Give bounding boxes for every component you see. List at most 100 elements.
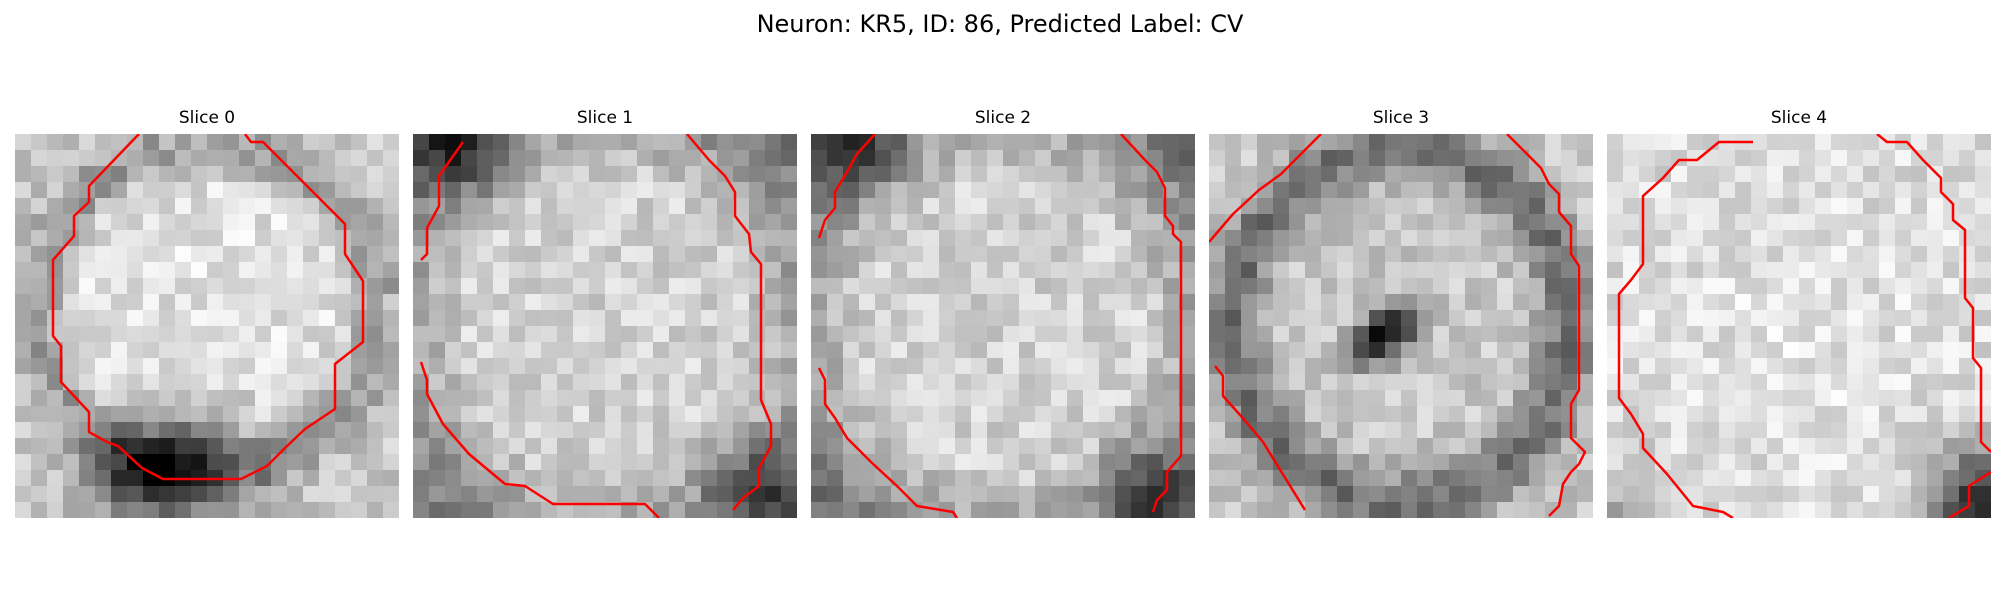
image-pixel: [907, 294, 924, 311]
image-pixel: [1417, 502, 1434, 518]
image-pixel: [653, 278, 670, 295]
image-pixel: [1847, 454, 1864, 471]
image-pixel: [1131, 246, 1148, 263]
image-pixel: [939, 262, 956, 279]
image-pixel: [429, 182, 446, 199]
image-pixel: [1067, 454, 1084, 471]
image-pixel: [493, 230, 510, 247]
image-pixel: [1751, 342, 1768, 359]
image-pixel: [875, 278, 892, 295]
image-pixel: [955, 278, 972, 295]
image-pixel: [1911, 134, 1928, 151]
image-pixel: [525, 198, 542, 215]
image-pixel: [1385, 278, 1402, 295]
image-pixel: [781, 262, 797, 279]
image-pixel: [955, 502, 972, 518]
image-pixel: [1241, 278, 1258, 295]
image-pixel: [271, 310, 288, 327]
image-pixel: [1465, 230, 1482, 247]
image-pixel: [461, 342, 478, 359]
image-pixel: [541, 246, 558, 263]
image-pixel: [383, 214, 399, 231]
image-pixel: [413, 262, 430, 279]
image-pixel: [685, 502, 702, 518]
image-pixel: [1273, 390, 1290, 407]
image-pixel: [1241, 182, 1258, 199]
image-pixel: [1623, 198, 1640, 215]
image-pixel: [1337, 358, 1354, 375]
image-pixel: [1975, 406, 1991, 423]
image-pixel: [159, 134, 176, 151]
image-pixel: [653, 198, 670, 215]
image-pixel: [685, 486, 702, 503]
image-pixel: [827, 246, 844, 263]
image-pixel: [1369, 406, 1386, 423]
image-pixel: [685, 454, 702, 471]
image-pixel: [971, 486, 988, 503]
image-pixel: [1321, 454, 1338, 471]
image-pixel: [15, 390, 32, 407]
image-pixel: [303, 230, 320, 247]
image-pixel: [1321, 230, 1338, 247]
image-pixel: [1131, 358, 1148, 375]
image-pixel: [637, 214, 654, 231]
image-pixel: [1815, 150, 1832, 167]
image-pixel: [891, 438, 908, 455]
image-pixel: [1703, 150, 1720, 167]
image-pixel: [1465, 278, 1482, 295]
image-pixel: [1703, 166, 1720, 183]
image-pixel: [1975, 438, 1991, 455]
image-pixel: [127, 358, 144, 375]
image-pixel: [939, 374, 956, 391]
image-pixel: [63, 470, 80, 487]
image-pixel: [1513, 342, 1530, 359]
image-pixel: [191, 486, 208, 503]
image-pixel: [1623, 134, 1640, 151]
image-pixel: [1305, 390, 1322, 407]
slice-panel-1: Slice 1: [413, 108, 797, 518]
image-pixel: [1703, 214, 1720, 231]
image-pixel: [1975, 134, 1991, 151]
image-pixel: [1799, 486, 1816, 503]
image-pixel: [175, 422, 192, 439]
image-pixel: [31, 214, 48, 231]
image-pixel: [621, 262, 638, 279]
image-pixel: [907, 326, 924, 343]
image-pixel: [191, 310, 208, 327]
image-pixel: [1655, 294, 1672, 311]
image-pixel: [319, 166, 336, 183]
image-pixel: [1975, 182, 1991, 199]
image-pixel: [1241, 438, 1258, 455]
image-pixel: [1545, 182, 1562, 199]
image-pixel: [351, 230, 368, 247]
image-pixel: [1815, 278, 1832, 295]
image-pixel: [303, 134, 320, 151]
image-pixel: [287, 342, 304, 359]
image-pixel: [1687, 278, 1704, 295]
image-pixel: [1943, 326, 1960, 343]
image-pixel: [1561, 422, 1578, 439]
image-pixel: [63, 502, 80, 518]
image-pixel: [287, 358, 304, 375]
image-pixel: [859, 470, 876, 487]
image-pixel: [1545, 438, 1562, 455]
image-pixel: [1321, 246, 1338, 263]
image-pixel: [1257, 230, 1274, 247]
image-pixel: [95, 134, 112, 151]
image-pixel: [1943, 390, 1960, 407]
image-pixel: [971, 310, 988, 327]
image-pixel: [685, 438, 702, 455]
image-pixel: [383, 294, 399, 311]
image-pixel: [653, 166, 670, 183]
image-pixel: [207, 374, 224, 391]
image-pixel: [1863, 294, 1880, 311]
image-pixel: [1481, 182, 1498, 199]
image-pixel: [1035, 262, 1052, 279]
image-pixel: [1975, 278, 1991, 295]
image-pixel: [987, 502, 1004, 518]
image-pixel: [669, 486, 686, 503]
image-pixel: [367, 438, 384, 455]
image-pixel: [525, 438, 542, 455]
image-pixel: [1385, 198, 1402, 215]
image-pixel: [1639, 358, 1656, 375]
